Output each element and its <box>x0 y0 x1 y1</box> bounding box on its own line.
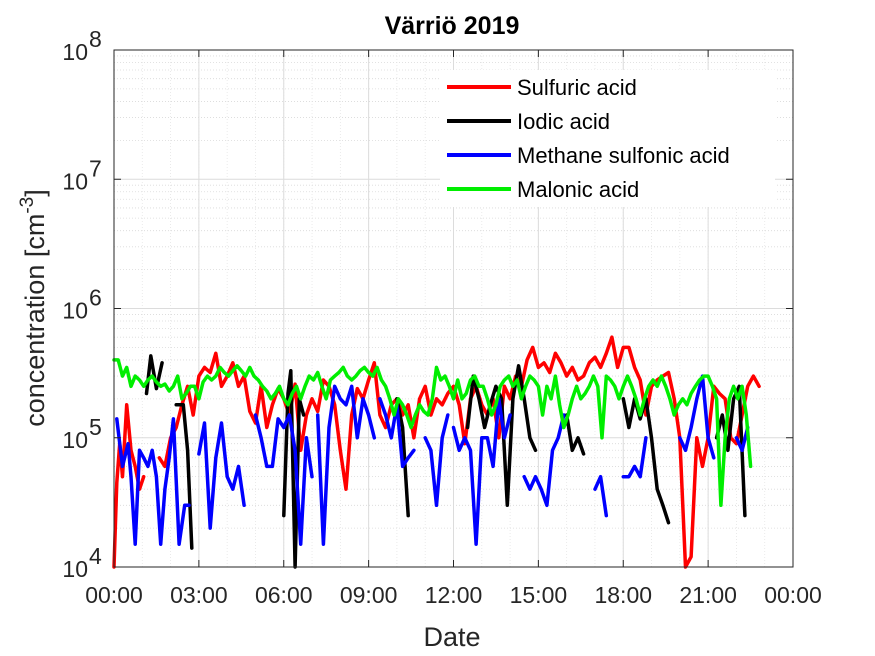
plot-lines <box>112 335 761 569</box>
x-tick-label: 03:00 <box>170 582 228 608</box>
series-line-methane-sulfonic-acid <box>621 436 648 479</box>
chart-title: Värriö 2019 <box>385 12 520 40</box>
y-tick-label-exponent: 7 <box>89 155 102 181</box>
series-line-methane-sulfonic-acid <box>451 397 512 546</box>
series-line-iodic-acid <box>465 364 538 508</box>
x-tick-label: 09:00 <box>340 582 398 608</box>
series-line-iodic-acid <box>564 413 586 456</box>
y-tick-label: 10 <box>62 427 88 453</box>
tick-marks <box>113 49 794 568</box>
y-tick-label-exponent: 4 <box>89 543 102 569</box>
x-tick-labels: 00:00 03:00 06:00 09:00 12:00 15:00 18:00 21:00… <box>85 582 822 608</box>
series-line-methane-sulfonic-acid <box>522 413 566 508</box>
legend-label-methane-sulfonic-acid: Methane sulfonic acid <box>517 143 730 168</box>
x-axis-label: Date <box>423 622 480 652</box>
series-line-iodic-acid <box>714 384 747 518</box>
legend-background <box>440 70 775 207</box>
y-tick-label-exponent: 8 <box>89 26 102 52</box>
x-tick-label: 15:00 <box>510 582 568 608</box>
series-line-iodic-acid <box>282 368 306 569</box>
series-line-methane-sulfonic-acid <box>593 474 609 518</box>
series-line-malonic-acid <box>112 358 753 508</box>
series-line-iodic-acid <box>144 354 164 396</box>
series-line-methane-sulfonic-acid <box>423 413 450 508</box>
series-line-methane-sulfonic-acid <box>197 421 246 530</box>
y-tick-label-exponent: 6 <box>89 285 102 311</box>
series-line-methane-sulfonic-acid <box>253 413 314 546</box>
x-tick-label: 00:00 <box>85 582 143 608</box>
y-tick-label: 10 <box>62 298 88 324</box>
y-tick-label: 10 <box>62 39 88 65</box>
x-tick-label: 12:00 <box>425 582 483 608</box>
y-tick-label-exponent: 5 <box>89 414 102 440</box>
y-axis-label-text: concentration [cm <box>20 214 50 427</box>
x-tick-label: 00:00 <box>764 582 822 608</box>
y-tick-label: 10 <box>62 168 88 194</box>
y-tick-label: 10 <box>62 556 88 582</box>
y-axis-label: concentration [cm-3] <box>17 189 50 427</box>
x-tick-label: 18:00 <box>594 582 652 608</box>
series-line-methane-sulfonic-acid <box>315 384 377 546</box>
y-axis-label-close: ] <box>20 189 50 197</box>
series-line-methane-sulfonic-acid <box>678 374 716 460</box>
series-line-methane-sulfonic-acid <box>115 417 191 546</box>
legend-label-sulfuric-acid: Sulfuric acid <box>517 75 637 100</box>
legend: Sulfuric acid Iodic acid Methane sulfonic … <box>447 75 730 202</box>
series-line-iodic-acid <box>174 403 194 550</box>
x-tick-label: 06:00 <box>255 582 313 608</box>
y-axis-label-exponent: -3 <box>17 197 38 214</box>
series-line-methane-sulfonic-acid <box>734 425 750 453</box>
x-tick-label: 21:00 <box>679 582 737 608</box>
legend-label-iodic-acid: Iodic acid <box>517 109 610 134</box>
series-line-iodic-acid <box>621 397 671 525</box>
legend-label-malonic-acid: Malonic acid <box>517 177 639 202</box>
